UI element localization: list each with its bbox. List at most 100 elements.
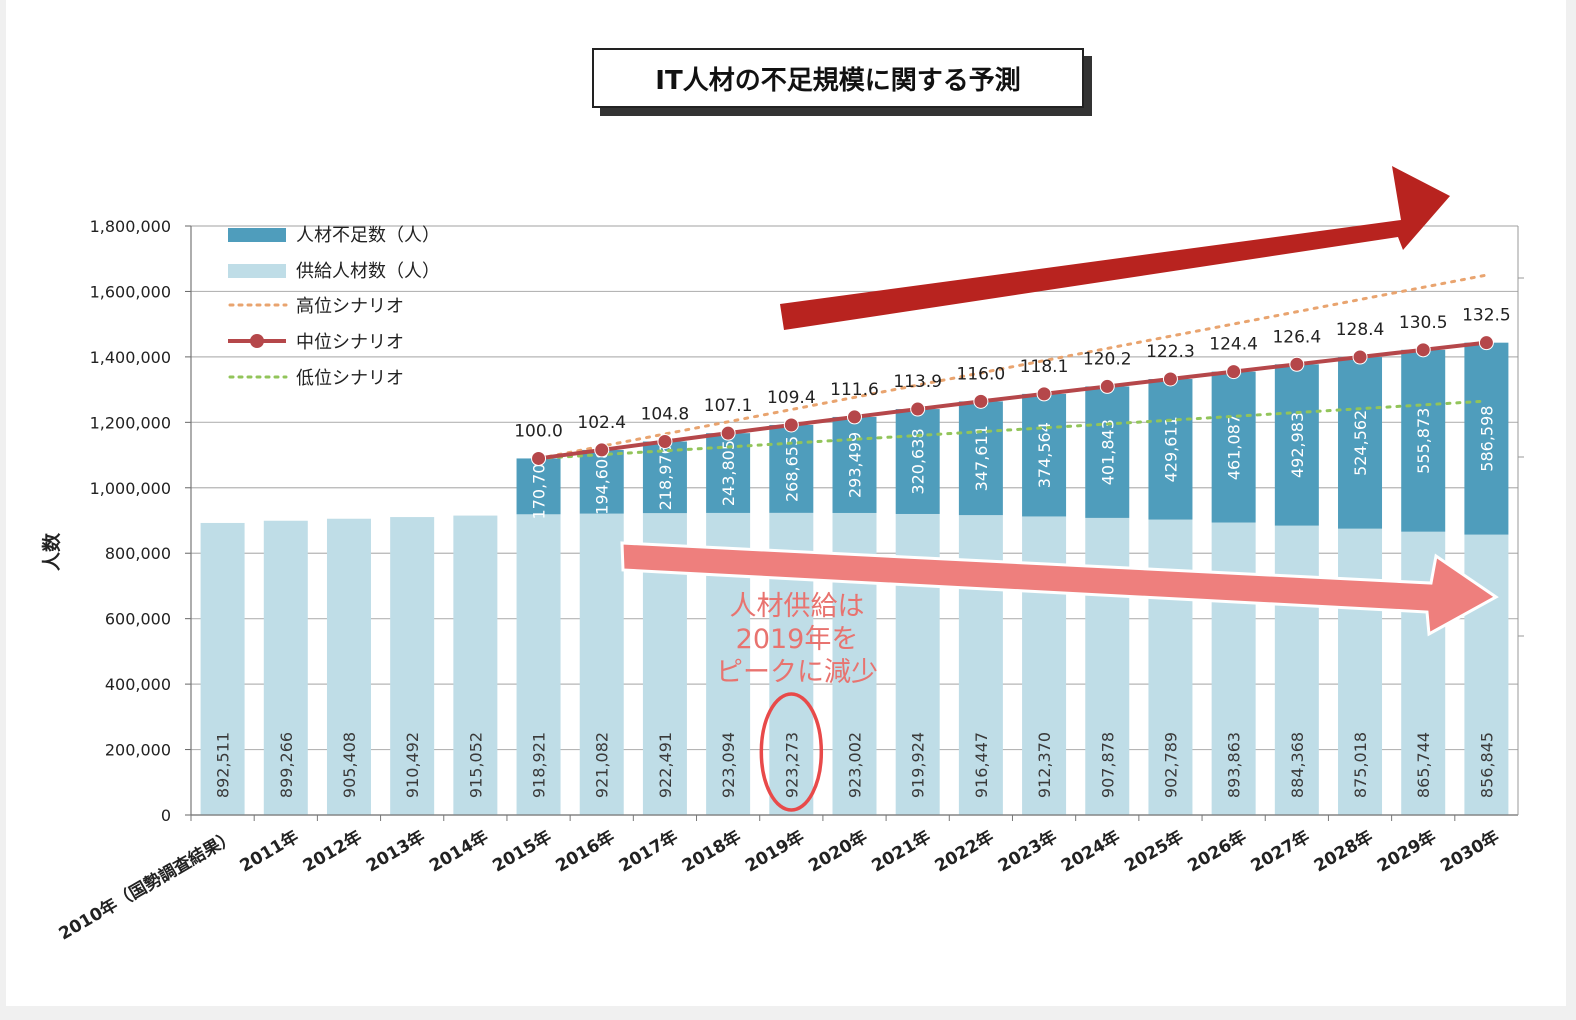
arrows [620, 166, 1499, 812]
y-tick-label: 1,600,000 [90, 282, 171, 301]
mid-index-label: 124.4 [1209, 335, 1258, 355]
legend-item-high: 高位シナリオ [228, 291, 404, 319]
supply-value-label: 923,273 [782, 732, 801, 798]
x-tick-label: 2013年 [362, 826, 428, 876]
bar-supply [263, 520, 308, 815]
x-tick-label: 2027年 [1247, 826, 1313, 876]
x-tick-label: 2024年 [1058, 826, 1124, 876]
shortage-value-label: 524,562 [1351, 410, 1370, 476]
shortage-value-label: 268,655 [782, 436, 801, 502]
x-tick-label: 2026年 [1184, 826, 1250, 876]
bar-shortage [642, 441, 687, 514]
x-tick-label: 2028年 [1310, 826, 1376, 876]
supply-value-label: 923,002 [846, 732, 865, 798]
y-tick-label: 600,000 [105, 610, 171, 629]
bar-supply [453, 515, 498, 815]
legend-item-shortage: 人材不足数（人） [228, 220, 440, 248]
x-tick-label: 2015年 [489, 826, 555, 876]
shortage-value-label: 401,843 [1098, 419, 1117, 485]
bar-shortage [1211, 371, 1256, 523]
shortage-value-label: 586,598 [1477, 406, 1496, 472]
supply-value-label: 915,052 [466, 732, 485, 798]
y-tick-label: 1,200,000 [90, 413, 171, 432]
legend-label: 人材不足数（人） [296, 225, 440, 246]
mid-scenario-point [1036, 386, 1052, 402]
y-tick-label: 1,800,000 [90, 217, 171, 236]
mid-index-label: 102.4 [577, 413, 626, 433]
shortage-value-label: 194,608 [593, 449, 612, 515]
supply-value-label: 899,266 [277, 732, 296, 798]
supply-value-label: 912,370 [1035, 732, 1054, 798]
x-tick-label: 2011年 [236, 826, 302, 876]
bar-shortage [1464, 342, 1509, 535]
highlight-circle [759, 692, 824, 812]
x-tick-label: 2016年 [552, 826, 618, 876]
shortage-value-label: 293,499 [846, 432, 865, 498]
y-tick-label: 1,400,000 [90, 348, 171, 367]
x-tick-label: 2030年 [1437, 826, 1503, 876]
mid-index-label: 107.1 [704, 396, 753, 416]
mid-index-label: 118.1 [1020, 357, 1069, 377]
mid-scenario-point [1099, 378, 1115, 394]
supply-value-label: 893,863 [1225, 732, 1244, 798]
shortage-value-label: 170,700 [530, 453, 549, 519]
bar-supply [1274, 525, 1319, 815]
x-tick-label: 2017年 [615, 826, 681, 876]
legend-swatch-shortage [228, 228, 286, 242]
shortage-value-label: 218,976 [656, 444, 675, 510]
page: 892,511 899,266 905,408 910,492 915,052 918,9… [6, 0, 1566, 1006]
shortage-value-label: 429,611 [1161, 416, 1180, 482]
supply-value-label: 916,447 [972, 732, 991, 798]
legend-item-supply: 供給人材数（人） [228, 256, 440, 284]
bar-shortage [1085, 386, 1130, 518]
shortage-value-label: 461,087 [1225, 414, 1244, 480]
bar-shortage [579, 449, 624, 514]
legend-swatch-low [228, 375, 288, 379]
bar-supply [579, 513, 624, 815]
mid-index-label: 104.8 [641, 404, 690, 424]
scenario-line-dotted [537, 273, 1488, 460]
legend-item-low: 低位シナリオ [228, 363, 404, 391]
mid-index-label: 109.4 [767, 388, 816, 408]
supply-value-label: 907,878 [1098, 732, 1117, 798]
mid-scenario-point [720, 425, 736, 441]
x-tick-label: 2025年 [1121, 826, 1187, 876]
supply-value-label: 905,408 [340, 732, 359, 798]
x-tick-label: 2010年（国勢調査結果） [55, 826, 239, 944]
mid-scenario-point [1352, 349, 1368, 365]
supply-value-label: 884,368 [1288, 732, 1307, 798]
supply-value-label: 902,789 [1161, 732, 1180, 798]
supply-value-label: 923,094 [719, 732, 738, 798]
mid-scenario-point [657, 433, 673, 449]
mid-index-label: 100.0 [514, 421, 563, 441]
shortage-value-label: 555,873 [1414, 408, 1433, 474]
bar-shortage [516, 458, 561, 515]
mid-scenario-point [1289, 356, 1305, 372]
mid-index-label: 111.6 [830, 380, 879, 400]
mid-scenario-line [538, 340, 1487, 461]
bars [200, 342, 1509, 815]
shortage-value-label: 492,983 [1288, 412, 1307, 478]
supply-decline-arrow [620, 541, 1499, 637]
bar-shortage [958, 401, 1003, 516]
x-tick-label: 2020年 [805, 826, 871, 876]
mid-scenario-point [1415, 342, 1431, 358]
bar-shortage [832, 416, 877, 513]
legend-label: 中位シナリオ [296, 332, 404, 353]
x-tick-label: 2023年 [994, 826, 1060, 876]
y-tick-label: 200,000 [105, 741, 171, 760]
bar-shortage [769, 424, 814, 513]
x-tick-label: 2022年 [931, 826, 997, 876]
mid-index-label: 130.5 [1399, 313, 1448, 333]
mid-scenario-point [1478, 335, 1494, 351]
bar-shortage [1022, 393, 1067, 517]
legend-swatch-supply [228, 264, 286, 278]
supply-value-label: 919,924 [909, 732, 928, 798]
mid-index-label: 120.2 [1083, 349, 1132, 369]
y-axis-label: 人数 [40, 532, 63, 571]
x-tick-label: 2021年 [868, 826, 934, 876]
bar-supply [390, 517, 435, 815]
y-tick-label: 1,000,000 [90, 479, 171, 498]
mid-scenario-point [973, 393, 989, 409]
legend-swatch-high [228, 303, 288, 307]
